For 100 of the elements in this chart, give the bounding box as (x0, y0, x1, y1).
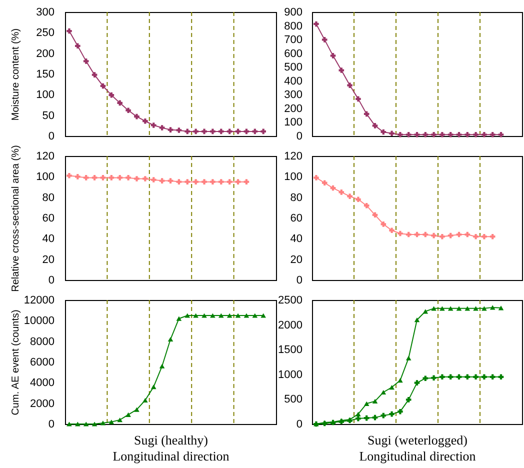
y-tick-label: 100 (36, 89, 54, 102)
point (108, 420, 114, 424)
point (83, 58, 89, 64)
y-tick-label: 20 (42, 254, 54, 266)
y-tick-label: 4000 (30, 377, 54, 390)
point (176, 179, 182, 184)
point (117, 418, 123, 422)
x-axis-title: Sugi (weterlogged) Longitudinal direction (359, 432, 476, 464)
point (235, 313, 241, 318)
y-tick-label: 100 (36, 171, 54, 184)
point (440, 306, 445, 311)
point (482, 374, 487, 380)
point (389, 130, 394, 136)
point (83, 175, 89, 180)
y-tick-label: 200 (284, 102, 302, 115)
point (202, 179, 207, 184)
y-tick-label: 200 (36, 48, 54, 60)
y-axis-title: Cum. AE event (counts) (10, 310, 22, 416)
point (176, 316, 182, 321)
point (422, 132, 428, 138)
point (440, 234, 445, 240)
point (184, 128, 190, 134)
point (100, 420, 106, 426)
point (440, 374, 445, 380)
point (456, 374, 462, 380)
point (398, 378, 403, 383)
point (202, 128, 207, 134)
point (347, 82, 352, 88)
point (431, 306, 436, 311)
point (422, 309, 428, 314)
point (338, 190, 344, 195)
point (422, 376, 428, 382)
point (142, 118, 148, 124)
y-tick-label: 250 (36, 27, 54, 40)
y-tick-label: 1500 (278, 344, 302, 356)
point (260, 313, 266, 318)
point (218, 179, 224, 184)
point (380, 390, 386, 395)
point (314, 175, 319, 180)
point (398, 230, 403, 236)
point (431, 132, 436, 138)
y-tick-label: 100 (284, 116, 302, 129)
point (314, 21, 319, 27)
point (482, 306, 487, 311)
point (498, 132, 504, 138)
y-tick-label: 40 (290, 233, 302, 246)
y-tick-label: 600 (284, 48, 302, 60)
point (498, 374, 504, 380)
point (498, 306, 504, 310)
point (464, 374, 470, 380)
point (464, 306, 470, 311)
y-tick-label: 60 (290, 212, 302, 224)
point (260, 128, 266, 134)
point (92, 72, 98, 78)
point (202, 313, 207, 318)
point (252, 313, 258, 318)
point (364, 401, 370, 406)
y-tick-label: 800 (284, 20, 302, 32)
point (356, 412, 361, 416)
point (414, 318, 420, 322)
point (75, 422, 80, 426)
y-tick-label: 40 (42, 233, 54, 246)
y-tick-label: 900 (284, 6, 302, 18)
y-tick-label: 100 (284, 171, 302, 184)
point (226, 313, 232, 318)
point (490, 132, 496, 138)
point (117, 175, 123, 180)
point (92, 175, 98, 180)
y-tick-label: 10000 (24, 315, 54, 328)
point (406, 397, 412, 402)
point (108, 175, 114, 180)
point (168, 127, 174, 132)
point (83, 422, 89, 426)
point (134, 176, 140, 182)
point (75, 174, 80, 180)
point (414, 132, 420, 138)
point (75, 43, 80, 49)
point (473, 306, 478, 311)
point (389, 385, 394, 390)
point (100, 175, 106, 180)
point (244, 179, 250, 184)
point (322, 37, 328, 42)
point (448, 306, 454, 311)
y-tick-label: 60 (42, 212, 54, 224)
point (150, 384, 156, 390)
y-tick-label: 1000 (278, 368, 302, 381)
point (244, 313, 250, 318)
point (226, 179, 232, 184)
y-tick-label: 500 (284, 394, 302, 406)
point (134, 407, 140, 412)
point (448, 132, 454, 138)
point (126, 412, 131, 417)
point (66, 422, 72, 426)
point (490, 374, 496, 380)
point (464, 132, 470, 138)
point (134, 114, 140, 120)
point (389, 411, 394, 417)
y-tick-label: 2000 (278, 319, 302, 332)
y-tick-label: 500 (284, 62, 302, 74)
y-tick-label: 300 (284, 89, 302, 102)
